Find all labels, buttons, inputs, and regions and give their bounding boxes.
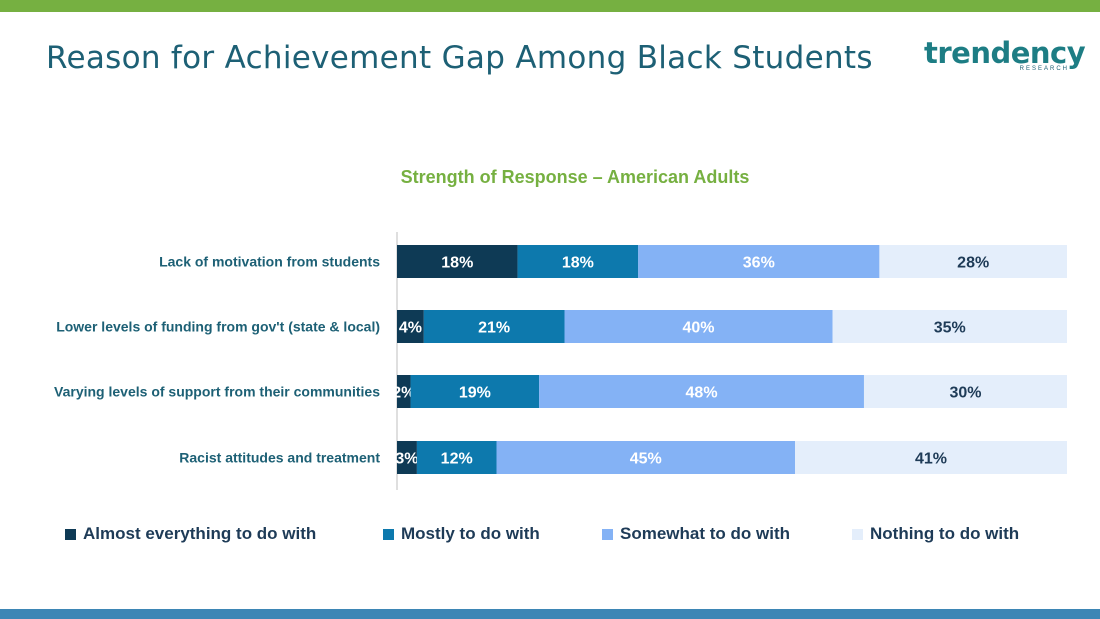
- top-accent-bar: [0, 0, 1100, 12]
- legend-swatch: [852, 528, 863, 540]
- legend-swatch: [65, 528, 76, 540]
- chart-legend: Almost everything to do with Mostly to do…: [65, 524, 1065, 546]
- data-label: 19%: [459, 385, 491, 402]
- legend-swatch: [383, 528, 394, 540]
- legend-label: Somewhat to do with: [620, 524, 790, 543]
- slide-title: Reason for Achievement Gap Among Black S…: [46, 40, 873, 76]
- chart-title: Strength of Response – American Adults: [400, 167, 750, 187]
- bar-segment: [397, 310, 424, 343]
- legend-label: Nothing to do with: [870, 524, 1020, 543]
- data-label: 45%: [630, 451, 662, 468]
- stacked-bar-chart: Lack of motivation from students 18% 18% 36…: [54, 232, 1067, 490]
- trendency-logo: trendency RESEARCH: [924, 36, 1086, 76]
- bar-segment: [397, 441, 417, 474]
- bar-segment: [638, 245, 880, 278]
- bar-segment: [832, 310, 1067, 343]
- bottom-accent-bar: [0, 609, 1100, 619]
- data-label: 12%: [441, 451, 473, 468]
- data-label: 48%: [686, 385, 718, 402]
- legend-item: Almost everything to do with: [65, 524, 316, 544]
- data-label: 40%: [682, 320, 714, 337]
- bar-segment: [517, 245, 639, 278]
- data-label: 36%: [743, 255, 775, 272]
- legend-item: Nothing to do with: [852, 524, 1019, 544]
- legend-label: Almost everything to do with: [83, 524, 317, 543]
- logo-subtitle: RESEARCH: [1019, 66, 1069, 72]
- category-label: Lack of motivation from students: [159, 254, 380, 270]
- data-label: 21%: [478, 320, 510, 337]
- data-label: 28%: [957, 255, 989, 272]
- bar-segment: [496, 441, 796, 474]
- bar-segment: [397, 245, 518, 278]
- legend-item: Mostly to do with: [383, 524, 540, 544]
- category-label: Varying levels of support from their com…: [54, 384, 380, 400]
- category-label: Racist attitudes and treatment: [179, 450, 380, 466]
- bar-segment: [423, 310, 565, 343]
- bar-segment: [795, 441, 1067, 474]
- legend-swatch: [602, 528, 613, 540]
- bar-segment: [397, 375, 411, 408]
- logo-wordmark: trendency: [924, 36, 1086, 70]
- bar-segment: [564, 310, 833, 343]
- bar-segment: [863, 375, 1067, 408]
- bar-segment: [539, 375, 864, 408]
- data-label: 41%: [915, 451, 947, 468]
- data-label: 2%: [392, 385, 415, 402]
- bar-segment: [410, 375, 540, 408]
- category-label: Lower levels of funding from gov't (stat…: [56, 319, 380, 335]
- data-label: 4%: [399, 320, 422, 337]
- bar-segment: [416, 441, 497, 474]
- data-label: 18%: [562, 255, 594, 272]
- legend-item: Somewhat to do with: [602, 524, 790, 544]
- legend-label: Mostly to do with: [401, 524, 540, 543]
- data-label: 30%: [949, 385, 981, 402]
- bar-segment: [879, 245, 1067, 278]
- data-label: 35%: [934, 320, 966, 337]
- data-label: 18%: [441, 255, 473, 272]
- data-label: 3%: [395, 451, 418, 468]
